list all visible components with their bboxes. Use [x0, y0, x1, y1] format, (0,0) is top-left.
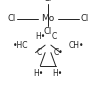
Text: CH•: CH• — [69, 41, 85, 50]
Text: C: C — [37, 48, 42, 57]
Text: Cl: Cl — [44, 27, 52, 36]
Text: C: C — [52, 32, 57, 41]
Text: H•: H• — [35, 32, 45, 41]
Text: •HC: •HC — [13, 41, 29, 50]
Text: Cl: Cl — [44, 0, 52, 3]
Text: Cl: Cl — [8, 14, 16, 23]
Text: Cl: Cl — [80, 14, 88, 23]
Text: H•: H• — [33, 69, 43, 78]
Text: H•: H• — [53, 69, 63, 78]
Text: C•: C• — [54, 48, 64, 57]
Text: Mo: Mo — [41, 14, 55, 23]
